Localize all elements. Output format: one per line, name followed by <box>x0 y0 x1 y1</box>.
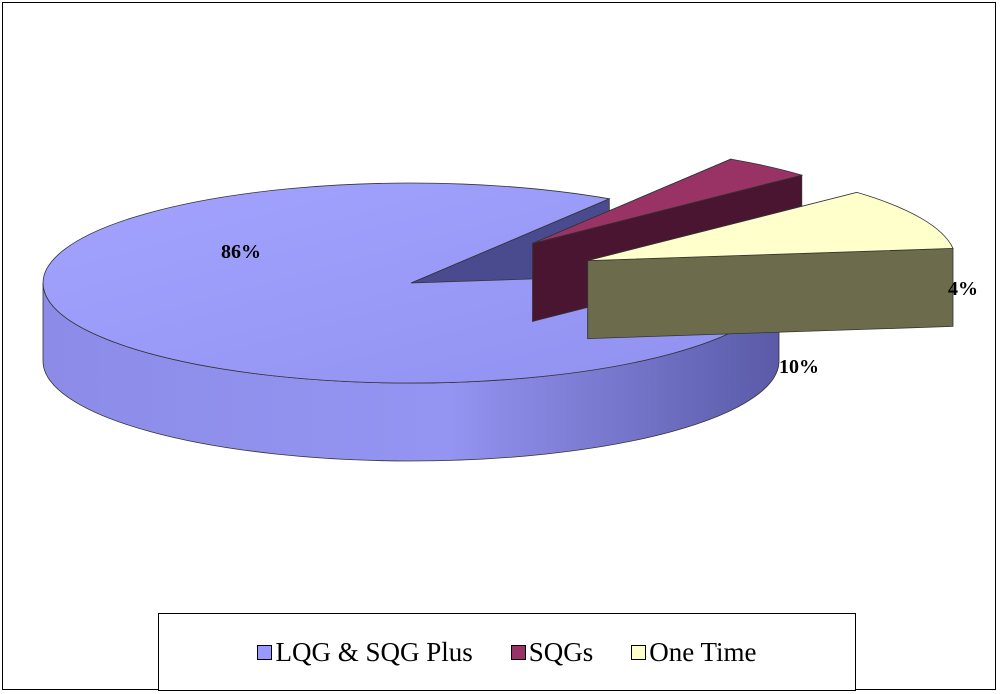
pie-slice-one-time <box>587 191 954 340</box>
legend-label: One Time <box>649 636 757 667</box>
slice-top <box>532 158 804 244</box>
legend-swatch <box>631 644 647 660</box>
data-label-lqg-sqg-plus: 86% <box>221 241 261 263</box>
legend-item-sqgs: SQGs <box>510 636 594 668</box>
legend: LQG & SQG Plus SQGs One Time <box>158 613 856 691</box>
legend-swatch <box>257 644 273 660</box>
data-label-one-time: 10% <box>779 356 819 378</box>
legend-swatch <box>510 644 526 660</box>
legend-label: LQG & SQG Plus <box>275 636 473 667</box>
data-label-sqgs: 4% <box>948 278 978 300</box>
slice-top <box>587 191 954 262</box>
legend-label: SQGs <box>528 636 594 667</box>
pie-chart: 86% 4% 10% <box>42 158 978 462</box>
slice-wall <box>587 247 954 340</box>
legend-item-lqg-sqg-plus: LQG & SQG Plus <box>257 636 473 668</box>
legend-item-one-time: One Time <box>631 636 757 668</box>
